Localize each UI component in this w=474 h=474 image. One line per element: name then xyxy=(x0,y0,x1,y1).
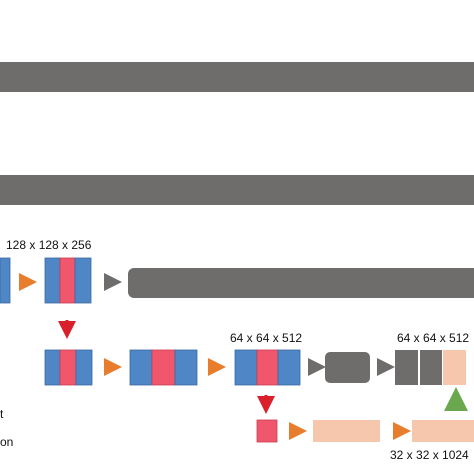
block xyxy=(313,420,380,442)
block xyxy=(59,257,76,304)
gray-block xyxy=(128,268,474,298)
block xyxy=(277,349,301,386)
block xyxy=(129,349,153,386)
block xyxy=(75,349,93,386)
block xyxy=(174,349,198,386)
shape-label: 64 x 64 x 512 xyxy=(397,331,469,345)
block xyxy=(395,350,418,385)
block xyxy=(256,419,278,443)
block xyxy=(59,349,77,386)
block xyxy=(412,420,474,442)
gray-block xyxy=(325,352,370,383)
block xyxy=(74,257,92,304)
shape-label: 64 x 64 x 512 xyxy=(230,331,302,345)
block xyxy=(256,349,279,386)
block xyxy=(44,349,61,386)
shape-label: 128 x 128 x 256 xyxy=(6,238,92,252)
gray-bar xyxy=(0,175,474,205)
block xyxy=(443,350,466,385)
gray-bar xyxy=(0,62,474,92)
block xyxy=(234,349,258,386)
block xyxy=(44,257,61,304)
block xyxy=(151,349,176,386)
text-fragment: t xyxy=(0,407,4,421)
block xyxy=(420,350,442,385)
block xyxy=(0,257,11,304)
shape-label: 32 x 32 x 1024 xyxy=(390,448,469,462)
text-fragment: on xyxy=(0,435,13,449)
